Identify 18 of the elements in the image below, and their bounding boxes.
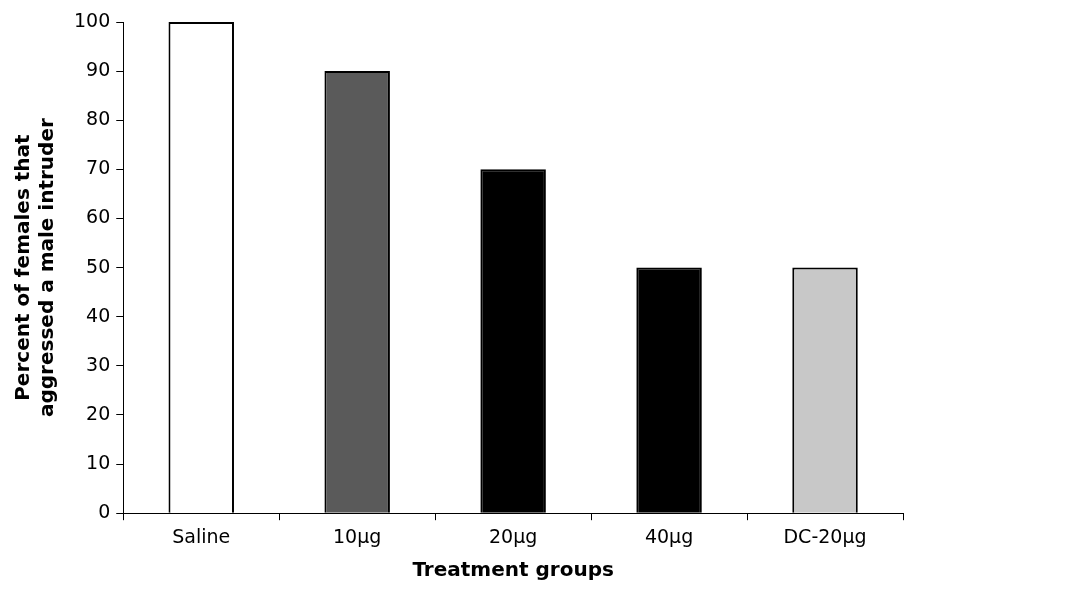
y-tick-label: 0 <box>98 500 111 523</box>
y-tick-label: 60 <box>86 205 111 228</box>
y-tick-label: 80 <box>86 107 111 130</box>
y-tick-label: 20 <box>86 401 111 424</box>
y-tick-label: 90 <box>86 58 111 81</box>
y-tick-label: 30 <box>86 352 111 375</box>
x-axis-title: Treatment groups <box>412 557 614 582</box>
x-tick-label: DC-20µg <box>783 524 867 547</box>
y-tick-label: 100 <box>74 8 111 31</box>
y-tick-label: 40 <box>86 303 111 326</box>
y-tick-label: 70 <box>86 156 111 179</box>
x-tick-label: 40µg <box>644 524 694 547</box>
y-axis-title: Percent of females that aggressed a male intruder <box>10 118 59 418</box>
x-tick-label: Saline <box>172 524 231 547</box>
x-tick-label: 10µg <box>333 524 382 547</box>
x-tick-label: 20µg <box>488 524 538 547</box>
y-tick-label: 10 <box>86 451 111 474</box>
y-tick-label: 50 <box>86 254 111 277</box>
